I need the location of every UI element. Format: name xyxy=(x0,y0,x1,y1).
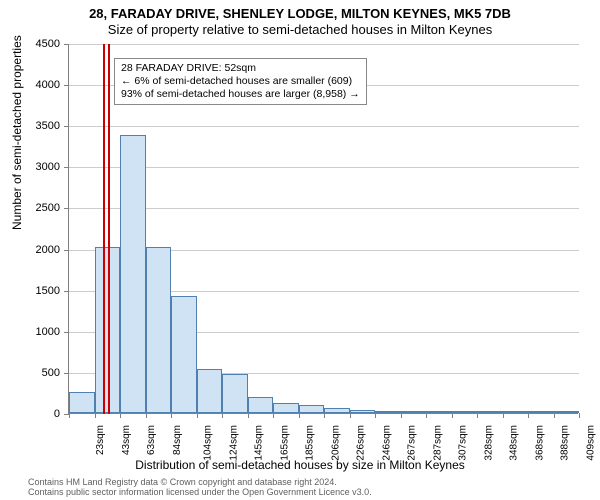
histogram-bar xyxy=(452,411,478,413)
gridline xyxy=(69,208,579,209)
xtick-label: 368sqm xyxy=(534,425,545,461)
histogram-bar xyxy=(273,403,299,413)
xtick-mark xyxy=(324,413,325,418)
plot-area: 28 FARADAY DRIVE: 52sqm ← 6% of semi-det… xyxy=(68,44,578,414)
ytick-label: 4000 xyxy=(20,79,60,91)
footer-attribution: Contains HM Land Registry data © Crown c… xyxy=(28,478,372,498)
xtick-label: 63sqm xyxy=(146,425,157,455)
xtick-mark xyxy=(503,413,504,418)
ytick-mark xyxy=(64,44,69,45)
ytick-mark xyxy=(64,291,69,292)
histogram-bar xyxy=(248,397,274,413)
xtick-label: 23sqm xyxy=(95,425,106,455)
histogram-bar xyxy=(171,296,197,413)
chart-title: 28, FARADAY DRIVE, SHENLEY LODGE, MILTON… xyxy=(0,0,600,21)
xtick-mark xyxy=(273,413,274,418)
annotation-line-3: 93% of semi-detached houses are larger (… xyxy=(121,88,360,101)
annotation-line-1: 28 FARADAY DRIVE: 52sqm xyxy=(121,62,360,75)
histogram-bar xyxy=(324,408,350,413)
ytick-label: 3000 xyxy=(20,161,60,173)
ytick-mark xyxy=(64,208,69,209)
x-axis-label: Distribution of semi-detached houses by … xyxy=(0,458,600,472)
ytick-label: 500 xyxy=(20,367,60,379)
xtick-mark xyxy=(248,413,249,418)
histogram-bar xyxy=(120,135,146,413)
xtick-label: 165sqm xyxy=(279,425,290,461)
xtick-label: 84sqm xyxy=(172,425,183,455)
xtick-label: 226sqm xyxy=(356,425,367,461)
xtick-mark xyxy=(477,413,478,418)
histogram-bar xyxy=(375,411,401,413)
ytick-label: 1500 xyxy=(20,285,60,297)
ytick-label: 4500 xyxy=(20,38,60,50)
xtick-label: 206sqm xyxy=(330,425,341,461)
xtick-mark xyxy=(350,413,351,418)
xtick-label: 388sqm xyxy=(560,425,571,461)
annotation-box: 28 FARADAY DRIVE: 52sqm ← 6% of semi-det… xyxy=(114,58,367,105)
xtick-label: 43sqm xyxy=(121,425,132,455)
ytick-label: 0 xyxy=(20,408,60,420)
annotation-line-2: ← 6% of semi-detached houses are smaller… xyxy=(121,75,360,88)
ytick-label: 1000 xyxy=(20,326,60,338)
xtick-mark xyxy=(69,413,70,418)
xtick-label: 409sqm xyxy=(585,425,596,461)
y-axis-label: Number of semi-detached properties xyxy=(10,35,24,230)
marker-line xyxy=(103,44,105,414)
xtick-label: 104sqm xyxy=(203,425,214,461)
histogram-bar xyxy=(350,410,376,413)
histogram-bar xyxy=(146,247,172,413)
chart-subtitle: Size of property relative to semi-detach… xyxy=(0,21,600,37)
ytick-mark xyxy=(64,250,69,251)
ytick-label: 3500 xyxy=(20,120,60,132)
xtick-mark xyxy=(579,413,580,418)
xtick-label: 246sqm xyxy=(381,425,392,461)
histogram-bar xyxy=(197,369,223,413)
histogram-bar xyxy=(503,411,529,413)
xtick-mark xyxy=(95,413,96,418)
xtick-mark xyxy=(452,413,453,418)
xtick-mark xyxy=(171,413,172,418)
ytick-mark xyxy=(64,126,69,127)
xtick-label: 328sqm xyxy=(483,425,494,461)
gridline xyxy=(69,167,579,168)
xtick-mark xyxy=(426,413,427,418)
ytick-mark xyxy=(64,167,69,168)
ytick-label: 2000 xyxy=(20,244,60,256)
xtick-label: 307sqm xyxy=(458,425,469,461)
ytick-mark xyxy=(64,332,69,333)
xtick-label: 287sqm xyxy=(432,425,443,461)
gridline xyxy=(69,44,579,45)
gridline xyxy=(69,126,579,127)
ytick-mark xyxy=(64,85,69,86)
histogram-bar xyxy=(69,392,95,413)
histogram-bar xyxy=(222,374,248,413)
xtick-label: 267sqm xyxy=(407,425,418,461)
xtick-mark xyxy=(528,413,529,418)
histogram-bar xyxy=(477,411,503,413)
histogram-bar xyxy=(401,411,427,413)
xtick-mark xyxy=(120,413,121,418)
histogram-bar xyxy=(299,405,325,413)
xtick-label: 145sqm xyxy=(254,425,265,461)
ytick-label: 2500 xyxy=(20,202,60,214)
histogram-bar xyxy=(426,411,452,413)
xtick-mark xyxy=(554,413,555,418)
marker-line xyxy=(108,44,110,414)
xtick-label: 348sqm xyxy=(509,425,520,461)
xtick-label: 185sqm xyxy=(305,425,316,461)
xtick-mark xyxy=(146,413,147,418)
xtick-mark xyxy=(375,413,376,418)
xtick-mark xyxy=(299,413,300,418)
xtick-mark xyxy=(222,413,223,418)
histogram-bar xyxy=(554,411,580,413)
xtick-mark xyxy=(401,413,402,418)
footer-line-2: Contains public sector information licen… xyxy=(28,488,372,498)
ytick-mark xyxy=(64,373,69,374)
xtick-label: 124sqm xyxy=(228,425,239,461)
histogram-bar xyxy=(528,411,554,413)
xtick-mark xyxy=(197,413,198,418)
chart-container: 28, FARADAY DRIVE, SHENLEY LODGE, MILTON… xyxy=(0,0,600,500)
